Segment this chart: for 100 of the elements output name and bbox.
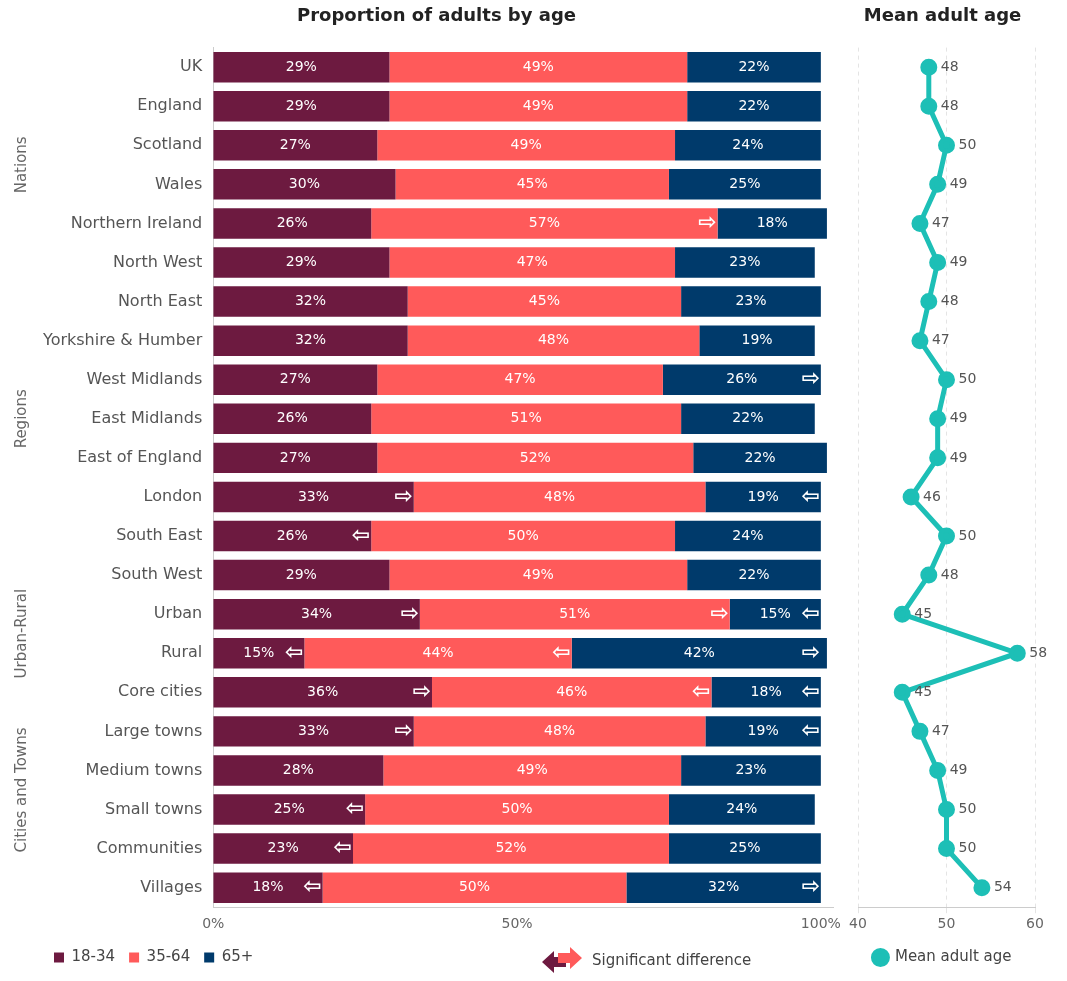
point [938, 527, 955, 545]
bar [389, 247, 676, 278]
text: Cities and Towns [11, 727, 30, 853]
bar [711, 677, 821, 708]
bar [681, 403, 815, 435]
y-tick-label: England [137, 95, 203, 115]
data-label: 50 [958, 526, 977, 543]
point [938, 136, 955, 154]
bar [213, 677, 432, 708]
text: Nations [11, 136, 30, 194]
text: Significant difference [592, 951, 752, 969]
bar [687, 559, 821, 591]
annotation: ⇦ [333, 834, 352, 860]
data-label: 18% [756, 214, 788, 231]
chart-title: Mean adult age [863, 4, 1022, 26]
bar [377, 364, 663, 395]
bar [395, 169, 669, 200]
data-label: 50% [507, 526, 539, 543]
bar [213, 716, 414, 747]
y-tick-label: Northern Ireland [70, 212, 203, 232]
bar [681, 755, 821, 786]
bar [687, 51, 821, 83]
data-label: 24% [732, 135, 764, 152]
data-label: 30% [288, 175, 320, 191]
data-label: 27% [279, 135, 311, 152]
bar [213, 442, 378, 474]
text: Regions [11, 389, 30, 449]
data-label: 27% [279, 370, 311, 387]
y-tick-label: West Midlands [86, 368, 203, 388]
data-label: 23% [735, 292, 767, 309]
bar [668, 169, 821, 200]
x-tick-label: 50 [937, 915, 956, 932]
point [938, 840, 955, 858]
y-tick-label: Yorkshire & Humber [41, 329, 203, 349]
bar [353, 833, 669, 864]
point [929, 175, 947, 193]
data-label: 45 [914, 682, 933, 699]
data-label: 50 [958, 839, 977, 856]
chart-title: Proportion of adults by age [297, 4, 576, 26]
legend-label: 65+ [221, 947, 254, 966]
y-tick-label: Urban [153, 603, 203, 623]
bar [407, 325, 700, 356]
data-label: 51% [559, 604, 591, 621]
bar [213, 872, 323, 903]
data-label: 47% [516, 253, 548, 270]
data-label: 52% [495, 839, 527, 856]
data-label: 44% [422, 643, 454, 660]
data-label: 51% [510, 409, 542, 426]
data-label: 48 [940, 292, 959, 309]
y-tick-label: UK [180, 56, 203, 76]
bar [213, 520, 372, 552]
data-label: 50 [958, 370, 977, 387]
annotation: ⇨ [801, 638, 820, 664]
data-label: 48% [544, 487, 576, 504]
data-label: 46 [923, 487, 942, 504]
annotation: ⇨ [400, 599, 419, 625]
annotation: ⇦ [801, 482, 820, 508]
point [920, 293, 938, 311]
data-label: 47% [504, 370, 536, 387]
annotation: ⇨ [394, 482, 413, 508]
bar [213, 598, 420, 630]
data-label: 49 [949, 253, 968, 270]
legend-label: 35-64 [146, 947, 191, 966]
bar [675, 247, 815, 278]
data-label: 29% [285, 565, 317, 582]
annotation: ⇦ [552, 638, 571, 664]
bar [213, 833, 353, 864]
annotation: ⇦ [351, 521, 371, 547]
data-label: 48 [940, 57, 959, 74]
data-label: 45 [914, 604, 933, 621]
y-tick-label: North West [113, 251, 203, 271]
bar [377, 130, 676, 161]
bar [705, 481, 821, 513]
point [929, 410, 947, 428]
data-label: 27% [279, 448, 311, 465]
bar [662, 364, 821, 395]
annotation: ⇦ [692, 678, 711, 704]
data-label: 48 [940, 96, 959, 113]
bar [687, 90, 821, 122]
y-tick-label: Scotland [132, 134, 203, 154]
point [1008, 644, 1026, 662]
annotation: ⇦ [801, 599, 820, 625]
annotation: ⇨ [394, 717, 413, 743]
point [973, 879, 991, 897]
data-label: 36% [307, 682, 339, 699]
y-tick-label: Large towns [104, 720, 203, 740]
data-label: 52% [519, 448, 551, 465]
y-tick-label: Wales [155, 173, 203, 193]
y-tick-label: Core cities [117, 681, 203, 701]
data-label: 26% [726, 370, 758, 387]
bar [213, 403, 372, 435]
y-tick-label: South West [111, 564, 203, 584]
bar [213, 51, 390, 83]
y-tick-label: Medium towns [85, 759, 203, 779]
point [929, 254, 947, 271]
data-label: 26% [276, 526, 308, 543]
annotation: ⇦ [345, 795, 365, 821]
point [929, 449, 947, 467]
bar [213, 325, 408, 356]
data-label: 49 [949, 175, 968, 191]
